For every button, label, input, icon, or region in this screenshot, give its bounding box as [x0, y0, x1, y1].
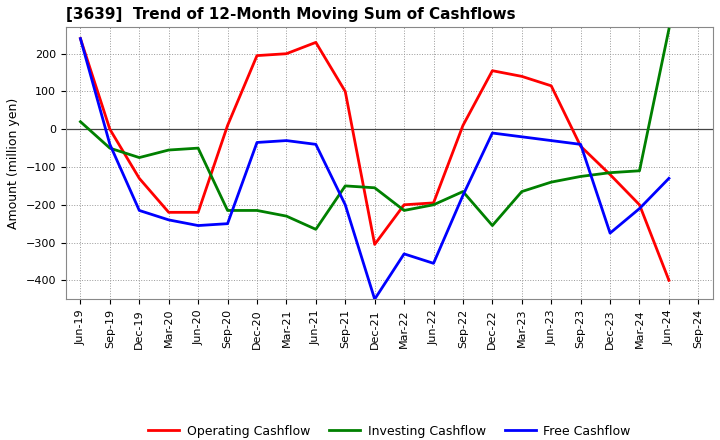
Free Cashflow	[282, 138, 291, 143]
Investing Cashflow	[429, 202, 438, 207]
Line: Investing Cashflow: Investing Cashflow	[81, 29, 669, 229]
Investing Cashflow	[370, 185, 379, 191]
Free Cashflow	[223, 221, 232, 226]
Investing Cashflow	[400, 208, 408, 213]
Operating Cashflow	[164, 210, 173, 215]
Operating Cashflow	[312, 40, 320, 45]
Investing Cashflow	[312, 227, 320, 232]
Operating Cashflow	[282, 51, 291, 56]
Operating Cashflow	[106, 127, 114, 132]
Investing Cashflow	[223, 208, 232, 213]
Investing Cashflow	[341, 183, 350, 188]
Investing Cashflow	[135, 155, 143, 160]
Investing Cashflow	[547, 180, 556, 185]
Operating Cashflow	[400, 202, 408, 207]
Free Cashflow	[547, 138, 556, 143]
Investing Cashflow	[518, 189, 526, 194]
Free Cashflow	[606, 231, 614, 236]
Operating Cashflow	[518, 74, 526, 79]
Free Cashflow	[370, 297, 379, 302]
Free Cashflow	[518, 134, 526, 139]
Text: [3639]  Trend of 12-Month Moving Sum of Cashflows: [3639] Trend of 12-Month Moving Sum of C…	[66, 7, 516, 22]
Line: Operating Cashflow: Operating Cashflow	[81, 39, 669, 280]
Free Cashflow	[488, 130, 497, 136]
Investing Cashflow	[106, 146, 114, 151]
Legend: Operating Cashflow, Investing Cashflow, Free Cashflow: Operating Cashflow, Investing Cashflow, …	[143, 420, 636, 440]
Operating Cashflow	[76, 36, 85, 41]
Line: Free Cashflow: Free Cashflow	[81, 39, 669, 299]
Operating Cashflow	[223, 123, 232, 128]
Free Cashflow	[312, 142, 320, 147]
Investing Cashflow	[635, 168, 644, 173]
Investing Cashflow	[665, 26, 673, 32]
Free Cashflow	[576, 142, 585, 147]
Operating Cashflow	[429, 200, 438, 205]
Free Cashflow	[459, 193, 467, 198]
Operating Cashflow	[459, 123, 467, 128]
Investing Cashflow	[194, 146, 202, 151]
Operating Cashflow	[135, 176, 143, 181]
Free Cashflow	[635, 206, 644, 211]
Operating Cashflow	[606, 172, 614, 177]
Operating Cashflow	[665, 278, 673, 283]
Free Cashflow	[400, 251, 408, 257]
Operating Cashflow	[370, 242, 379, 247]
Free Cashflow	[106, 142, 114, 147]
Investing Cashflow	[253, 208, 261, 213]
Free Cashflow	[135, 208, 143, 213]
Operating Cashflow	[488, 68, 497, 73]
Free Cashflow	[76, 36, 85, 41]
Investing Cashflow	[459, 189, 467, 194]
Operating Cashflow	[547, 83, 556, 88]
Operating Cashflow	[576, 143, 585, 149]
Y-axis label: Amount (million yen): Amount (million yen)	[7, 98, 20, 229]
Operating Cashflow	[635, 202, 644, 207]
Free Cashflow	[429, 260, 438, 266]
Free Cashflow	[253, 140, 261, 145]
Operating Cashflow	[341, 89, 350, 94]
Investing Cashflow	[76, 119, 85, 125]
Free Cashflow	[164, 217, 173, 223]
Free Cashflow	[341, 202, 350, 207]
Investing Cashflow	[164, 147, 173, 153]
Operating Cashflow	[253, 53, 261, 58]
Investing Cashflow	[606, 170, 614, 175]
Free Cashflow	[194, 223, 202, 228]
Free Cashflow	[665, 176, 673, 181]
Investing Cashflow	[576, 174, 585, 179]
Operating Cashflow	[194, 210, 202, 215]
Investing Cashflow	[488, 223, 497, 228]
Investing Cashflow	[282, 213, 291, 219]
